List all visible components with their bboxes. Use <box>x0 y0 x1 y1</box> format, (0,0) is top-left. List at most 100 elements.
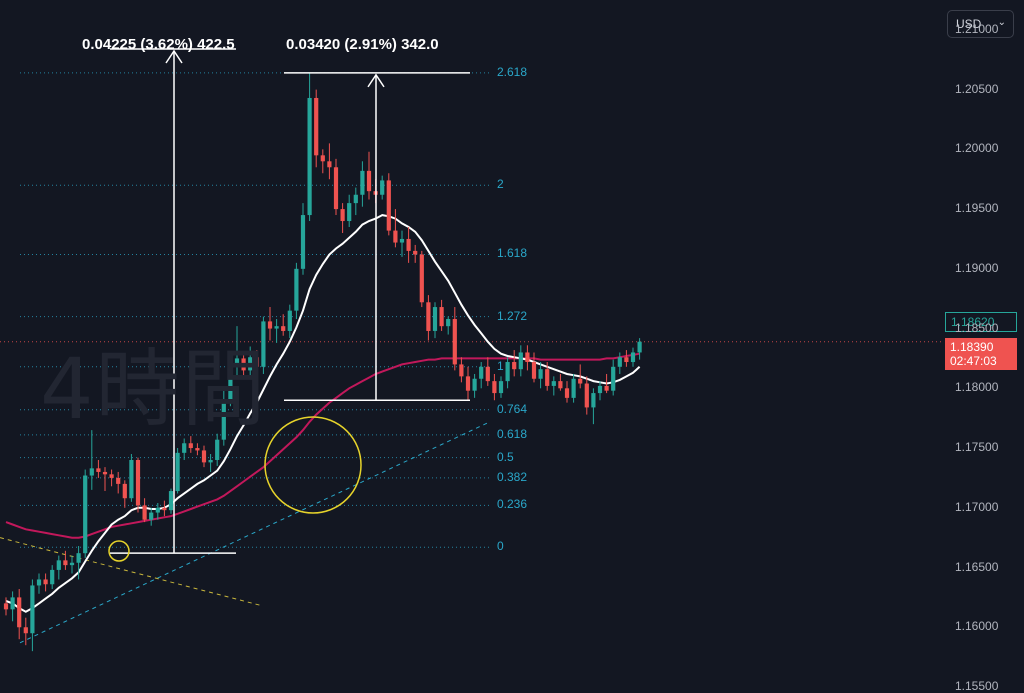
candle-body <box>518 352 523 370</box>
candle-body <box>10 597 15 610</box>
candle-body <box>564 388 570 398</box>
candle-body <box>472 378 477 391</box>
measure-arrow-1-arrowhead <box>165 49 183 64</box>
candle-body <box>261 321 266 367</box>
fib-level-label: 0.382 <box>497 469 528 484</box>
candle-body <box>300 215 306 269</box>
price-axis-tick: 1.20000 <box>955 141 999 156</box>
candle-body <box>56 560 61 570</box>
candle-body <box>162 507 167 511</box>
candle-body <box>432 307 438 331</box>
price-axis-tick: 1.17000 <box>955 499 999 514</box>
candle-body <box>465 376 471 391</box>
candle-body <box>188 443 193 449</box>
candle-body <box>604 385 609 391</box>
candle-body <box>248 357 253 371</box>
candle-body <box>175 452 180 492</box>
candle-body <box>69 562 75 566</box>
candle-body <box>281 326 286 331</box>
candle-body <box>630 352 636 363</box>
price-axis-tick: 1.18500 <box>955 320 999 335</box>
candle-body <box>135 459 141 506</box>
candle-body <box>234 358 240 365</box>
candle-body <box>617 357 622 367</box>
candle-body <box>274 326 279 329</box>
candle-body <box>122 483 127 499</box>
candle-body <box>333 167 339 210</box>
candle-body <box>459 364 464 377</box>
candle-body <box>413 250 418 255</box>
candle-body <box>551 381 556 386</box>
price-axis-tick: 1.19500 <box>955 201 999 216</box>
current-price-value: 1.18390 <box>950 340 994 354</box>
highlight-circle-small <box>108 540 130 562</box>
fib-level-label: 2.618 <box>497 64 528 79</box>
highlight-circle-large <box>264 416 362 514</box>
fib-level-label: 1 <box>497 358 504 373</box>
candle-body <box>419 254 424 303</box>
candle-body <box>439 307 444 327</box>
candle-body <box>597 385 603 394</box>
candle-body <box>485 366 490 382</box>
candle-body <box>116 477 121 484</box>
candle-body <box>591 393 596 408</box>
candle-body <box>17 597 22 628</box>
candle-body <box>571 378 576 398</box>
candle-body <box>578 378 583 384</box>
candle-body <box>340 209 345 222</box>
candle-body <box>446 319 451 327</box>
current-price-tag: 1.18390 02:47:03 <box>945 338 1017 370</box>
price-axis-tick: 1.19000 <box>955 260 999 275</box>
candle-body <box>149 512 154 520</box>
candle-body <box>76 553 81 563</box>
fib-level-label: 1.618 <box>497 246 528 261</box>
fib-level-label: 0.618 <box>497 426 528 441</box>
price-axis-tick: 1.16500 <box>955 559 999 574</box>
candle-body <box>380 180 385 195</box>
candle-body <box>307 97 312 216</box>
candle-body <box>96 468 101 472</box>
candle-body <box>215 439 220 460</box>
price-axis-tick: 1.20500 <box>955 81 999 96</box>
candle-body <box>254 357 259 367</box>
candle-body <box>195 448 200 451</box>
candle-body <box>347 203 352 222</box>
measure-annotation-1: 0.04225 (3.62%) 422.5 <box>82 36 235 53</box>
ma-price-tag: 1.18620 <box>945 312 1017 332</box>
measure-annotation-2: 0.03420 (2.91%) 342.0 <box>286 36 439 53</box>
fib-level-label: 0 <box>497 539 504 554</box>
currency-value: USD <box>956 17 982 31</box>
fib-level-label: 0.764 <box>497 401 528 416</box>
candle-body <box>201 450 207 463</box>
candle-body <box>155 507 160 513</box>
candle-body <box>399 238 405 243</box>
candle-body <box>505 362 510 382</box>
price-axis-tick: 1.16000 <box>955 619 999 634</box>
candle-body <box>63 560 68 566</box>
candle-body <box>294 268 299 311</box>
candle-body <box>426 302 431 331</box>
price-axis-tick: 1.18000 <box>955 380 999 395</box>
candle-body <box>228 364 233 401</box>
candle-body <box>83 475 88 554</box>
candle-body <box>558 381 563 389</box>
candle-body <box>360 170 365 195</box>
candle-body <box>611 366 616 391</box>
currency-selector[interactable]: USD ⌄ <box>947 10 1014 38</box>
candle-body <box>452 319 457 365</box>
bar-countdown: 02:47:03 <box>950 354 997 368</box>
candle-body <box>3 603 9 610</box>
fib-level-label: 0.5 <box>497 449 514 464</box>
fib-level-label: 1.272 <box>497 308 528 323</box>
candle-body <box>129 459 134 499</box>
candle-body <box>142 505 147 520</box>
candle-body <box>320 155 325 162</box>
candle-body <box>479 366 484 379</box>
candle-body <box>208 459 213 463</box>
candle-body <box>30 585 35 634</box>
candle-body <box>50 569 55 585</box>
candle-body <box>545 369 550 386</box>
measure-arrow-2-arrowhead <box>367 73 385 88</box>
candle-body <box>366 170 372 192</box>
